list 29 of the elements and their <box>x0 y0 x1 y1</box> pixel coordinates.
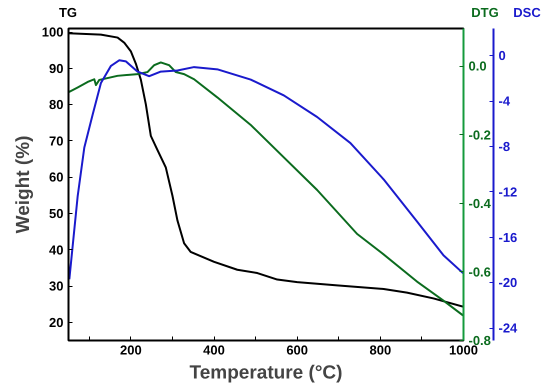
y-axis-title: Weight (%) <box>12 136 34 234</box>
y-tick-label: 40 <box>49 242 64 258</box>
text: DTG <box>471 4 499 22</box>
series-label: TG <box>58 4 78 22</box>
y-tick-label: 30 <box>49 278 64 294</box>
y2-tick-label: -0.4 <box>468 196 492 211</box>
x-tick-label: 400 <box>203 342 225 358</box>
y2-tick-label: 0.0 <box>468 58 487 74</box>
y-tick-label: 90 <box>49 60 64 76</box>
y-tick-label: 100 <box>42 24 64 40</box>
y3-tick-label: -20 <box>498 275 518 290</box>
y-tick-label: 80 <box>49 97 64 112</box>
y2-tick-label: -0.2 <box>468 127 491 142</box>
y-tick-label: 70 <box>49 133 64 148</box>
y3-tick-label: -8 <box>498 138 510 154</box>
y-tick-label: 60 <box>49 170 64 185</box>
y3-tick-label: -4 <box>498 94 511 109</box>
y-tick-label: 50 <box>49 206 64 222</box>
x-tick-label: 200 <box>120 342 142 358</box>
y3-tick-label: 0 <box>498 48 506 64</box>
x-axis-title: Temperature (°C) <box>190 362 342 384</box>
x-tick-label: 600 <box>286 342 308 358</box>
y3-tick-label: -12 <box>498 184 518 200</box>
y-tick-label: 20 <box>49 314 64 330</box>
y2-tick-label: -0.6 <box>468 264 491 280</box>
y3-tick-label: -16 <box>498 230 518 245</box>
text: DSC <box>513 4 541 22</box>
x-tick-label: 800 <box>369 342 392 358</box>
y3-tick-label: -24 <box>498 320 518 336</box>
